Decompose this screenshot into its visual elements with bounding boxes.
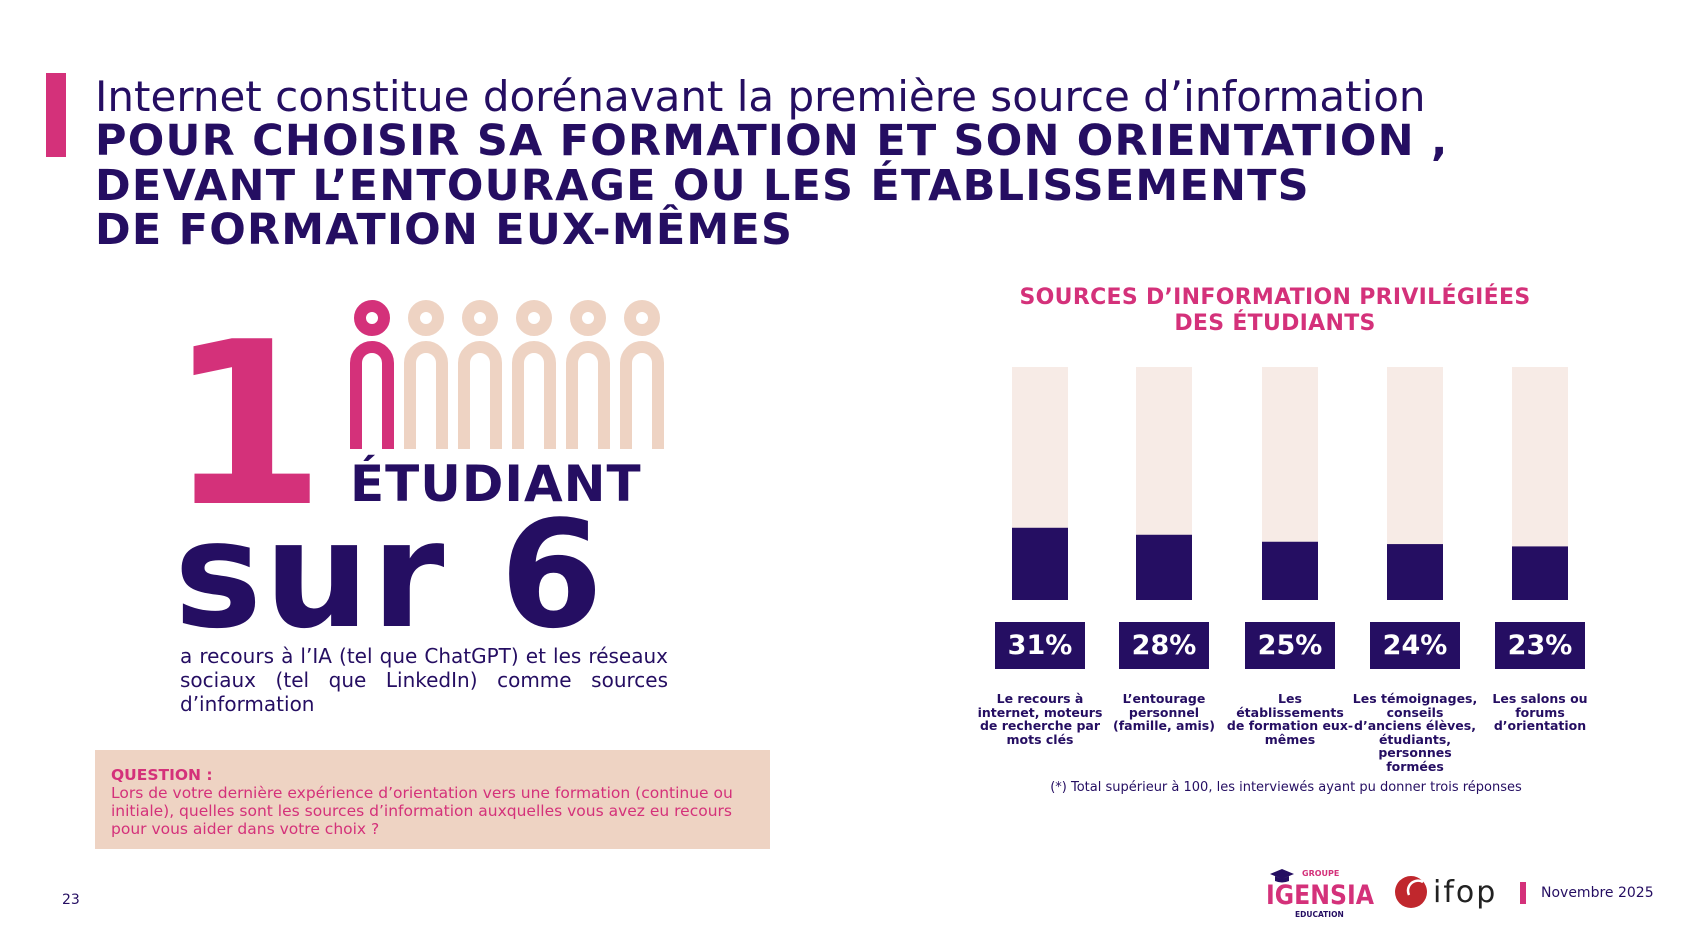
- bar: [1012, 527, 1068, 600]
- stat-ratio: sur 6: [174, 489, 605, 661]
- chart-title-line-2: DES ÉTUDIANTS: [1174, 311, 1376, 336]
- people-icons: [350, 300, 664, 449]
- category-label: Les salons ou forums d’orientation: [1492, 691, 1588, 734]
- headline-line-3: DEVANT L’ENTOURAGE OU LES ÉTABLISSEMENTS: [95, 161, 1310, 211]
- bar-value-label: 24%: [1370, 622, 1460, 669]
- chart-title-line-1: SOURCES D’INFORMATION PRIVILÉGIÉES: [1019, 285, 1531, 310]
- category-label: Le recours à internet, moteurs de recher…: [977, 691, 1103, 747]
- stat-unit: ÉTUDIANT: [350, 455, 642, 513]
- headline-line-2: POUR CHOISIR SA FORMATION ET SON ORIENTA…: [95, 116, 1449, 166]
- question-label: QUESTION :: [111, 766, 213, 784]
- svg-text:GROUPE: GROUPE: [1302, 869, 1339, 878]
- headline-line-1: Internet constitue dorénavant la premièr…: [95, 72, 1426, 121]
- bar-value-label: 25%: [1245, 622, 1335, 669]
- question-text: Lors de votre dernière expérience d’orie…: [111, 784, 733, 838]
- person-icon: [350, 300, 394, 449]
- person-icon: [620, 300, 664, 449]
- person-icon: [566, 300, 610, 449]
- chart-title: SOURCES D’INFORMATION PRIVILÉGIÉES DES É…: [900, 285, 1650, 337]
- svg-text:EDUCATION: EDUCATION: [1295, 910, 1344, 919]
- big-number-one: 1: [168, 294, 325, 520]
- question-box: QUESTION : Lors de votre dernière expéri…: [95, 750, 770, 849]
- bar: [1387, 544, 1443, 600]
- ifop-logo: ifop: [1395, 875, 1497, 910]
- bar: [1262, 541, 1318, 600]
- person-icon: [404, 300, 448, 449]
- category-label: Les témoignages, conseils d’anciens élèv…: [1352, 691, 1478, 774]
- stat-graphic: 1: [168, 294, 664, 520]
- category-label: Les établissements de formation eux-même…: [1226, 691, 1354, 747]
- bar-value-label: 28%: [1119, 622, 1209, 669]
- title-accent-bar: [46, 73, 66, 157]
- bar: [1136, 534, 1192, 600]
- page-number: 23: [62, 892, 80, 908]
- igensia-logo: GROUPE IGENSIA EDUCATION: [1266, 869, 1374, 919]
- svg-text:ifop: ifop: [1433, 875, 1497, 910]
- bar-value-label: 23%: [1495, 622, 1585, 669]
- headline-line-4: DE FORMATION EUX-MÊMES: [95, 205, 794, 255]
- person-icon: [512, 300, 556, 449]
- graduation-cap-icon: [1270, 869, 1294, 883]
- bar-value-label: 31%: [995, 622, 1085, 669]
- date-accent-bar: [1520, 882, 1526, 904]
- chart-footnote: (*) Total supérieur à 100, les interview…: [1050, 780, 1522, 795]
- bar: [1512, 546, 1568, 600]
- stat-description: a recours à l’IA (tel que ChatGPT) et le…: [180, 644, 668, 716]
- report-date: Novembre 2025: [1541, 885, 1654, 901]
- person-icon: [458, 300, 502, 449]
- svg-text:IGENSIA: IGENSIA: [1266, 880, 1374, 911]
- category-label: L’entourage personnel (famille, amis): [1113, 691, 1215, 734]
